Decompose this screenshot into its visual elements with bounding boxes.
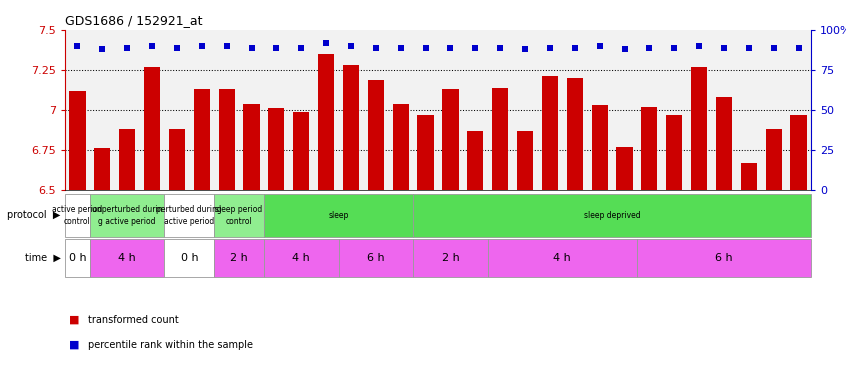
Bar	[65, 239, 90, 277]
Bar	[244, 104, 260, 190]
Bar	[264, 194, 413, 237]
Bar	[413, 194, 811, 237]
Point	[71, 43, 85, 49]
Text: transformed count: transformed count	[88, 315, 179, 325]
Bar	[90, 239, 164, 277]
Bar	[666, 115, 683, 190]
Point	[170, 45, 184, 51]
Bar	[218, 89, 234, 190]
Bar	[488, 239, 637, 277]
Bar	[214, 239, 264, 277]
Point	[244, 45, 258, 51]
Bar	[716, 97, 732, 190]
Bar	[144, 67, 160, 190]
Point	[493, 45, 507, 51]
Bar	[413, 239, 488, 277]
Bar	[90, 194, 164, 237]
Point	[469, 45, 482, 51]
Text: 6 h: 6 h	[367, 253, 385, 263]
Point	[369, 45, 382, 51]
Bar	[119, 129, 135, 190]
Point	[692, 43, 706, 49]
Point	[543, 45, 557, 51]
Text: protocol  ▶: protocol ▶	[8, 210, 61, 220]
Text: 4 h: 4 h	[553, 253, 571, 263]
Bar	[492, 88, 508, 190]
Point	[643, 45, 656, 51]
Bar	[393, 104, 409, 190]
Point	[96, 46, 109, 52]
Text: unperturbed durin
g active period: unperturbed durin g active period	[92, 206, 162, 225]
Bar	[268, 108, 284, 190]
Point	[344, 43, 358, 49]
Text: 0 h: 0 h	[69, 253, 86, 263]
Bar	[567, 78, 583, 190]
Bar	[294, 112, 310, 190]
Bar	[194, 89, 210, 190]
Point	[742, 45, 755, 51]
Point	[443, 45, 457, 51]
Point	[120, 45, 134, 51]
Text: sleep deprived: sleep deprived	[584, 211, 640, 220]
Bar	[467, 131, 483, 190]
Bar	[368, 80, 384, 190]
Bar	[591, 105, 607, 190]
Bar	[442, 89, 459, 190]
Bar	[766, 129, 782, 190]
Bar	[417, 115, 434, 190]
Point	[220, 43, 233, 49]
Text: ■: ■	[69, 315, 80, 325]
Text: active period
control: active period control	[52, 206, 102, 225]
Bar	[790, 115, 806, 190]
Point	[146, 43, 159, 49]
Point	[294, 45, 308, 51]
Bar	[318, 54, 334, 190]
Text: 0 h: 0 h	[180, 253, 198, 263]
Bar	[541, 76, 558, 190]
Bar	[343, 65, 359, 190]
Point	[792, 45, 805, 51]
Bar	[169, 129, 185, 190]
Point	[667, 45, 681, 51]
Point	[767, 45, 781, 51]
Text: percentile rank within the sample: percentile rank within the sample	[88, 340, 253, 350]
Bar	[65, 194, 90, 237]
Point	[319, 40, 332, 46]
Text: GDS1686 / 152921_at: GDS1686 / 152921_at	[65, 15, 202, 27]
Bar	[517, 131, 533, 190]
Text: sleep: sleep	[328, 211, 349, 220]
Point	[419, 45, 432, 51]
Text: 4 h: 4 h	[293, 253, 310, 263]
Point	[394, 45, 408, 51]
Point	[717, 45, 731, 51]
Text: 6 h: 6 h	[715, 253, 733, 263]
Text: perturbed during
active period: perturbed during active period	[157, 206, 222, 225]
Bar	[641, 107, 657, 190]
Text: 2 h: 2 h	[442, 253, 459, 263]
Bar	[264, 239, 338, 277]
Text: 4 h: 4 h	[118, 253, 136, 263]
Text: ■: ■	[69, 340, 80, 350]
Point	[195, 43, 208, 49]
Text: sleep period
control: sleep period control	[216, 206, 263, 225]
Bar	[94, 148, 110, 190]
Point	[519, 46, 532, 52]
Point	[270, 45, 283, 51]
Bar	[214, 194, 264, 237]
Bar	[691, 67, 707, 190]
Bar	[164, 239, 214, 277]
Bar	[637, 239, 811, 277]
Point	[618, 46, 631, 52]
Text: 2 h: 2 h	[230, 253, 248, 263]
Bar	[617, 147, 633, 190]
Bar	[69, 91, 85, 190]
Point	[568, 45, 581, 51]
Bar	[164, 194, 214, 237]
Bar	[338, 239, 413, 277]
Point	[593, 43, 607, 49]
Text: time  ▶: time ▶	[25, 253, 61, 263]
Bar	[741, 163, 757, 190]
